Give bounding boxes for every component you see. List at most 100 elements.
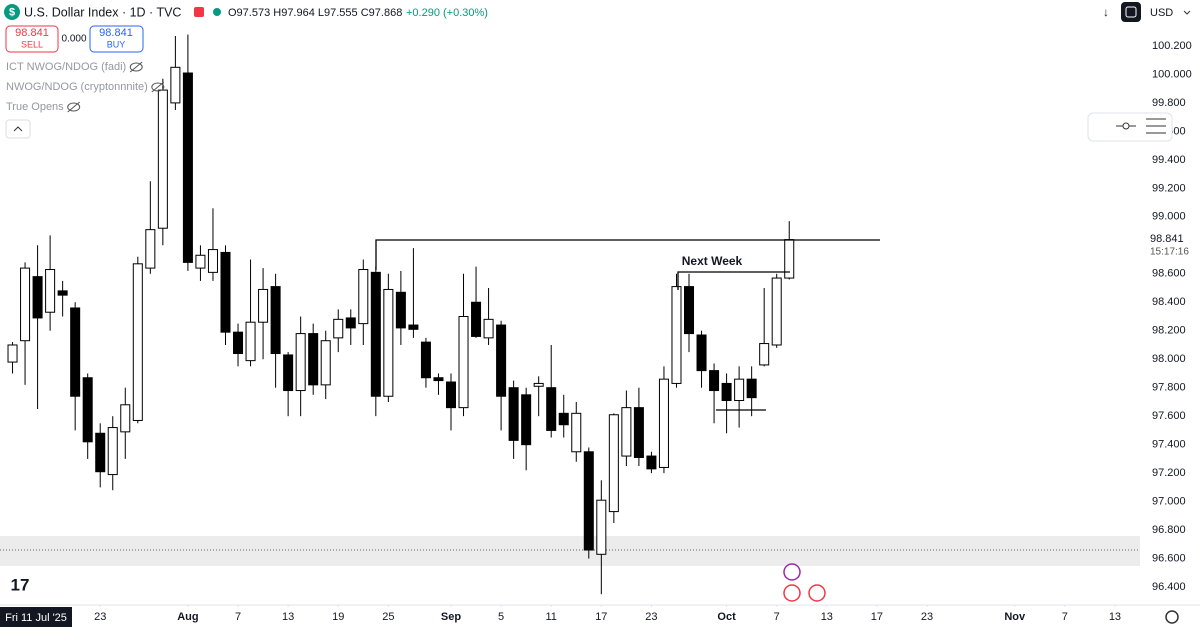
candle-body: [70, 307, 81, 397]
screenshot-icon: [1125, 6, 1137, 18]
y-tick-label: 99.800: [1152, 97, 1186, 109]
candle-body: [746, 378, 757, 399]
collapse-button[interactable]: [5, 119, 31, 139]
candle-body: [408, 324, 419, 330]
candle-body: [546, 387, 557, 431]
candle-body: [320, 340, 331, 386]
y-tick-label: 98.000: [1152, 353, 1186, 365]
hide-icon: [151, 81, 165, 93]
down-arrow[interactable]: ↓: [1103, 5, 1109, 19]
status-dot: [213, 8, 221, 16]
candle-body: [308, 333, 319, 386]
y-tick-label: 98.400: [1152, 296, 1186, 308]
candles: [7, 34, 795, 595]
candle-body: [207, 249, 218, 273]
event-icon[interactable]: [808, 584, 826, 602]
drawing-line: [677, 271, 790, 290]
candle-body: [245, 321, 256, 362]
event-icon[interactable]: [783, 563, 801, 581]
crosshair-box: [0, 607, 72, 627]
candle-body: [383, 288, 394, 397]
widget[interactable]: [1087, 112, 1173, 142]
y-tick-label: 100.200: [1152, 40, 1192, 52]
candle-body: [583, 451, 594, 551]
y-tick-label: 99.000: [1152, 211, 1186, 223]
currency[interactable]: USD: [1150, 7, 1173, 19]
buy-label: BUY: [107, 39, 126, 49]
symbol-icon-glyph: $: [9, 6, 15, 18]
x-tick-label: 13: [1109, 611, 1121, 623]
hide-icon[interactable]: [129, 62, 143, 72]
candle-body: [658, 378, 669, 468]
candle-body: [182, 72, 193, 263]
indicator-label: True Opens: [6, 101, 64, 113]
candle-body: [496, 324, 507, 397]
x-tick-label: 7: [235, 611, 241, 623]
candle-body: [734, 378, 745, 402]
symbol[interactable]: U.S. Dollar Index · 1D · TVC: [24, 5, 181, 19]
last-price: 98.841: [1150, 233, 1184, 245]
currency-caret: [1183, 10, 1191, 15]
candle-body: [370, 271, 381, 397]
candle-body: [145, 229, 156, 269]
candle-body: [120, 404, 131, 433]
indicators: ICT NWOG/NDOG (fadi) NWOG/NDOG (cryptonnn…: [6, 61, 165, 113]
candle-body: [270, 286, 281, 355]
candle-body: [233, 331, 244, 355]
buy-button[interactable]: [89, 25, 144, 53]
screenshot-button[interactable]: [1121, 2, 1141, 22]
y-tick-label: 96.600: [1152, 552, 1186, 564]
candle-body: [771, 277, 782, 346]
sell-button[interactable]: [5, 25, 59, 53]
x-tick-label: 19: [332, 611, 344, 623]
candle-body: [684, 286, 695, 335]
candle-body: [621, 407, 632, 457]
candle-body: [95, 432, 106, 473]
crosshair-label: Fri 11 Jul '25: [5, 612, 67, 624]
candle-body: [633, 407, 644, 458]
event-icon[interactable]: [783, 584, 801, 602]
candle-body: [709, 370, 720, 392]
y-tick-label: 100.000: [1152, 68, 1192, 80]
indicator-label: NWOG/NDOG (cryptonnnite): [6, 81, 148, 93]
candle-body: [195, 254, 206, 269]
sell-label: SELL: [21, 39, 43, 49]
y-tick-label: 97.600: [1152, 410, 1186, 422]
candle-body: [57, 290, 68, 296]
candle-body: [433, 377, 444, 382]
x-tick-label: 25: [382, 611, 394, 623]
y-tick-label: 96.800: [1152, 524, 1186, 536]
x-tick-label: Nov: [1004, 611, 1026, 623]
indicator-label: ICT NWOG/NDOG (fadi): [6, 61, 126, 73]
y-tick-label: 97.200: [1152, 467, 1186, 479]
candle-body: [671, 286, 682, 384]
x-tick-label: Sep: [441, 611, 461, 623]
ohlc: O97.573 H97.964 L97.555 C97.868: [228, 7, 402, 19]
hide-icon: [129, 61, 143, 73]
logo: 17: [11, 575, 30, 594]
y-tick-label: 99.200: [1152, 182, 1186, 194]
candle-body: [533, 382, 544, 387]
x-tick-label: 17: [871, 611, 883, 623]
settings-icon[interactable]: [1165, 610, 1179, 624]
x-tick-label: 23: [645, 611, 657, 623]
candle-body: [258, 288, 269, 323]
candle-body: [333, 318, 344, 339]
x-tick-label: 5: [498, 611, 504, 623]
collapse-icon: [13, 126, 23, 132]
hide-icon[interactable]: [67, 102, 81, 112]
candle-body: [558, 412, 569, 426]
candle-body: [471, 301, 482, 337]
candle-body: [483, 318, 494, 339]
candle-body: [82, 377, 93, 443]
x-tick-label: 17: [595, 611, 607, 623]
x-tick-label: 23: [94, 611, 106, 623]
candle-body: [445, 381, 456, 409]
hide-icon[interactable]: [151, 82, 165, 92]
candle-body: [20, 267, 31, 342]
candle-body: [107, 427, 118, 476]
candle-body: [458, 316, 469, 409]
hide-icon: [67, 101, 81, 113]
candle-body: [295, 333, 306, 392]
